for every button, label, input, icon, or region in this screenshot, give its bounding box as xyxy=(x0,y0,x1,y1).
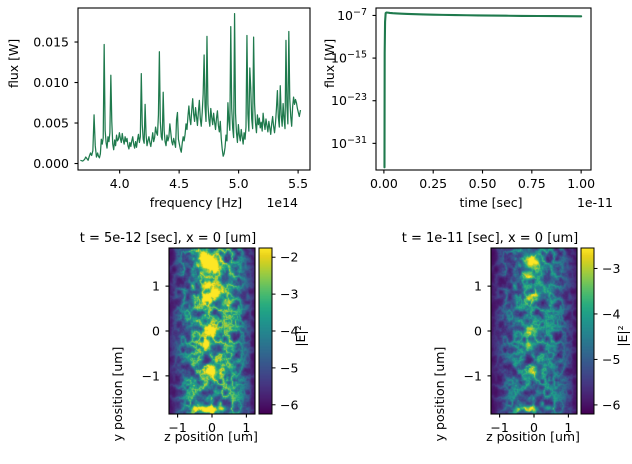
colorbar-tick-label: −3 xyxy=(602,261,620,276)
x-axis-label: z position [um] xyxy=(486,429,580,444)
x-tick-label: 0 xyxy=(530,420,538,435)
y-axis-label-group: flux [W] xyxy=(6,39,21,88)
field-map-left-svg: t = 5e-12 [sec], x = 0 [um] y position [… xyxy=(80,231,308,444)
x-tick-labels: −1 0 1 xyxy=(168,420,250,435)
x-tick-label: −1 xyxy=(490,420,508,435)
y-axis-label: flux [W] xyxy=(6,39,21,88)
subplot-title: t = 5e-12 [sec], x = 0 [um] xyxy=(80,231,257,246)
x-tick-label: 0.75 xyxy=(518,176,546,191)
colorbar-tick-label: −2 xyxy=(280,250,298,265)
colorbar-tick-label: −3 xyxy=(280,287,298,302)
tick-marks xyxy=(74,41,299,174)
flux-decay-svg: flux [W] 10−7 10−15 10−23 10−31 0.00 0.25 0.5… xyxy=(322,7,613,210)
plot-frame xyxy=(77,7,311,171)
y-tick-label: −1 xyxy=(464,368,482,383)
y-tick-label: 1 xyxy=(474,279,482,294)
x-axis-offset-label: 1e-11 xyxy=(577,195,613,210)
colorbar-tick-label: −5 xyxy=(280,360,298,375)
y-tick-label: 10−31 xyxy=(331,135,367,151)
x-axis-label: frequency [Hz] xyxy=(150,195,242,210)
tick-marks xyxy=(372,14,582,174)
subplot-title: t = 1e-11 [sec], x = 0 [um] xyxy=(402,231,579,246)
y-tick-label: 0.010 xyxy=(33,75,69,90)
x-tick-label: 1 xyxy=(242,420,250,435)
y-tick-label: 10−15 xyxy=(331,50,367,66)
y-tick-label: 0 xyxy=(152,324,160,339)
subplot-flux-spectrum: flux [W] 0.000 0.005 0.010 0.015 4.0 4.5 5.0 5… xyxy=(0,0,316,232)
y-tick-label: 0.015 xyxy=(33,35,69,50)
x-tick-label: 1.00 xyxy=(567,176,595,191)
x-axis-label: time [sec] xyxy=(459,195,522,210)
x-axis-offset-label: 1e14 xyxy=(266,195,298,210)
x-tick-label: 0 xyxy=(208,420,216,435)
x-axis-label: z position [um] xyxy=(164,429,258,444)
x-tick-labels: 4.0 4.5 5.0 5.5 xyxy=(110,176,308,191)
y-axis-label: y position [um] xyxy=(110,347,125,442)
x-tick-label: 5.0 xyxy=(229,176,249,191)
y-axis-label: flux [W] xyxy=(322,39,337,88)
field-intensity-image xyxy=(169,248,255,414)
colorbar-tick-labels: −3 −4 −5 −6 xyxy=(594,261,620,412)
colorbar-gradient xyxy=(259,248,272,414)
flux-decay-line xyxy=(383,11,583,169)
colorbar-frame xyxy=(580,247,595,415)
x-tick-label: −1 xyxy=(168,420,186,435)
subplot-field-map-left: t = 5e-12 [sec], x = 0 [um] y position [… xyxy=(0,226,316,464)
y-tick-label: 0.000 xyxy=(33,156,69,171)
x-tick-label: 0.50 xyxy=(469,176,497,191)
y-tick-label: 10−23 xyxy=(331,92,367,108)
plot-frame xyxy=(375,7,592,171)
colorbar-label: |E|² xyxy=(615,325,630,346)
y-tick-label: 0 xyxy=(474,324,482,339)
y-tick-label: 0.005 xyxy=(33,116,69,131)
y-tick-labels: 1 0 −1 xyxy=(464,279,482,384)
colorbar-gradient xyxy=(581,248,594,414)
y-tick-labels: 1 0 −1 xyxy=(142,279,160,384)
colorbar-label: |E|² xyxy=(293,325,308,346)
field-map-right-svg: t = 1e-11 [sec], x = 0 [um] y position [… xyxy=(402,231,630,444)
colorbar-tick-labels: −2 −3 −4 −5 −6 xyxy=(272,250,298,412)
y-tick-label: 1 xyxy=(152,279,160,294)
y-tick-label: 10−7 xyxy=(337,7,367,23)
flux-spectrum-svg: flux [W] 0.000 0.005 0.010 0.015 4.0 4.5 5.0 5… xyxy=(6,7,311,210)
tick-marks xyxy=(487,285,569,418)
colorbar-tick-label: −4 xyxy=(602,306,620,321)
x-tick-label: 5.5 xyxy=(288,176,308,191)
x-tick-labels: 0.00 0.25 0.50 0.75 1.00 xyxy=(370,176,595,191)
x-tick-label: 4.5 xyxy=(169,176,189,191)
x-tick-label: 4.0 xyxy=(110,176,130,191)
colorbar-tick-label: −6 xyxy=(280,397,298,412)
colorbar-tick-label: −4 xyxy=(280,324,298,339)
y-tick-label: −1 xyxy=(142,368,160,383)
colorbar-tick-label: −5 xyxy=(602,352,620,367)
tick-marks xyxy=(165,285,247,418)
x-tick-label: 0.25 xyxy=(419,176,447,191)
field-intensity-image xyxy=(491,248,577,414)
y-tick-labels: 0.000 0.005 0.010 0.015 xyxy=(33,35,69,172)
y-tick-labels: 10−7 10−15 10−23 10−31 xyxy=(331,7,367,151)
subplot-field-map-right: t = 1e-11 [sec], x = 0 [um] y position [… xyxy=(316,226,632,464)
subplot-flux-decay: flux [W] 10−7 10−15 10−23 10−31 0.00 0.25 0.5… xyxy=(316,0,632,232)
x-tick-label: 0.00 xyxy=(370,176,398,191)
y-axis-label: y position [um] xyxy=(432,347,447,442)
x-tick-label: 1 xyxy=(564,420,572,435)
colorbar-tick-label: −6 xyxy=(602,397,620,412)
flux-spectrum-line xyxy=(80,13,302,162)
x-tick-labels: −1 0 1 xyxy=(490,420,572,435)
